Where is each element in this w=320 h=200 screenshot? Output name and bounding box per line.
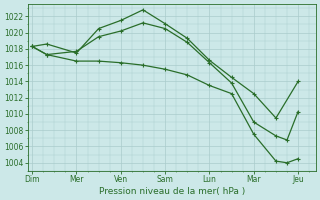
- X-axis label: Pression niveau de la mer( hPa ): Pression niveau de la mer( hPa ): [99, 187, 245, 196]
